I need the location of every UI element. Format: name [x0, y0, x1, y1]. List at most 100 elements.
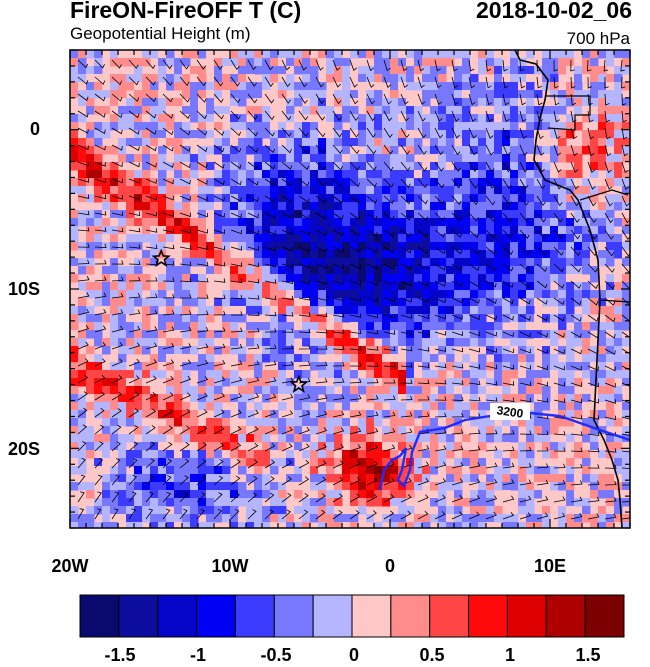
field-cell: [110, 514, 119, 523]
field-cell: [166, 450, 175, 459]
field-cell: [398, 186, 407, 195]
field-cell: [254, 450, 263, 459]
field-cell: [302, 106, 311, 115]
wind-barb: [264, 509, 274, 520]
field-cell: [342, 378, 351, 387]
wind-barb: [366, 127, 376, 138]
field-cell: [422, 402, 431, 411]
field-cell: [310, 218, 319, 227]
field-cell: [390, 442, 399, 451]
field-cell: [454, 74, 463, 83]
field-cell: [430, 194, 439, 203]
wind-barb: [230, 144, 242, 153]
field-cell: [134, 90, 143, 99]
field-cell: [550, 50, 559, 59]
field-cell: [190, 410, 199, 419]
field-cell: [326, 282, 335, 291]
field-cell: [342, 514, 351, 523]
field-cell: [478, 282, 487, 291]
wind-barb: [587, 229, 598, 240]
wind-barb: [553, 331, 565, 338]
field-cell: [350, 266, 359, 275]
wind-barb: [570, 178, 579, 190]
field-cell: [494, 218, 503, 227]
wind-barb: [111, 178, 123, 184]
field-cell: [238, 386, 247, 395]
field-cell: [446, 210, 455, 219]
field-cell: [382, 354, 391, 363]
field-cell: [574, 218, 583, 227]
field-cell: [502, 130, 511, 139]
field-cell: [238, 234, 247, 243]
field-cell: [302, 298, 311, 307]
field-cell: [334, 410, 343, 419]
field-cell: [622, 498, 630, 507]
field-cell: [318, 410, 327, 419]
field-cell: [422, 442, 431, 451]
field-cell: [446, 98, 455, 107]
field-cell: [174, 474, 183, 483]
field-cell: [390, 514, 399, 523]
field-cell: [286, 74, 295, 83]
field-cell: [590, 514, 599, 523]
x-tick-label-10w: 10W: [211, 556, 249, 576]
wind-barb: [553, 512, 566, 520]
field-cell: [374, 314, 383, 323]
field-cell: [174, 522, 183, 528]
field-cell: [166, 282, 175, 291]
field-cell: [470, 450, 479, 459]
wind-barb: [281, 377, 294, 384]
field-cell: [310, 50, 319, 59]
field-cell: [270, 514, 279, 523]
field-cell: [390, 354, 399, 363]
field-cell: [438, 426, 447, 435]
field-cell: [198, 274, 207, 283]
wind-barb: [553, 479, 566, 486]
field-cell: [470, 506, 479, 515]
field-cell: [238, 66, 247, 75]
field-cell: [142, 170, 151, 179]
wind-barb: [451, 314, 463, 320]
field-cell: [550, 202, 559, 211]
field-cell: [550, 194, 559, 203]
wind-barb: [179, 491, 189, 503]
field-cell: [318, 474, 327, 483]
wind-barb: [553, 314, 565, 322]
field-cell: [326, 394, 335, 403]
wind-barb: [621, 484, 630, 486]
field-cell: [446, 130, 455, 139]
field-cell: [158, 282, 167, 291]
wind-barb: [553, 447, 566, 452]
field-cell: [246, 306, 255, 315]
field-cell: [486, 506, 495, 515]
field-cell: [526, 146, 535, 155]
field-cell: [518, 378, 527, 387]
field-cell: [70, 394, 79, 403]
wind-barb: [315, 263, 327, 269]
field-cell: [254, 378, 263, 387]
field-cell: [510, 210, 519, 219]
field-cell: [142, 306, 151, 315]
field-cell: [262, 210, 271, 219]
field-cell: [70, 258, 79, 267]
field-cell: [590, 378, 599, 387]
field-cell: [598, 274, 607, 283]
wind-barb: [468, 280, 480, 288]
field-cell: [86, 362, 95, 371]
field-cell: [70, 218, 79, 227]
field-cell: [286, 466, 295, 475]
field-cell: [446, 154, 455, 163]
field-cell: [566, 514, 575, 523]
wind-barb: [519, 110, 527, 123]
wind-barb: [315, 493, 326, 503]
field-cell: [350, 506, 359, 515]
field-cell: [446, 402, 455, 411]
field-cell: [326, 250, 335, 259]
wind-barb: [264, 393, 277, 401]
field-cell: [254, 498, 263, 507]
field-cell: [342, 522, 351, 528]
field-cell: [206, 330, 215, 339]
field-cell: [366, 242, 375, 251]
field-cell: [110, 138, 119, 147]
field-cell: [206, 482, 215, 491]
